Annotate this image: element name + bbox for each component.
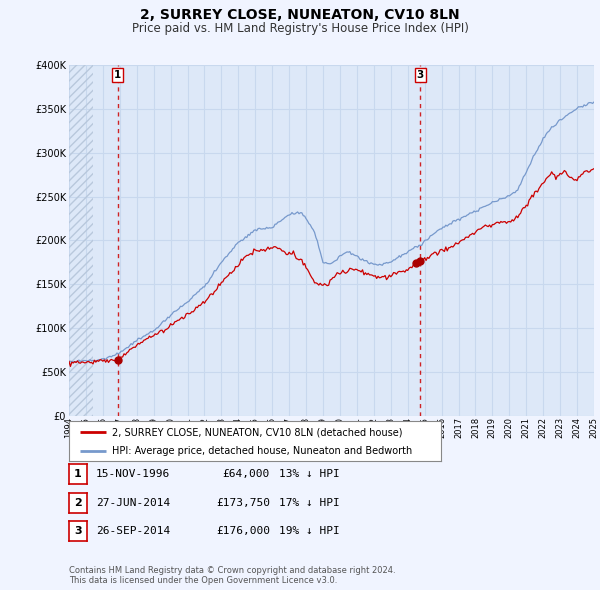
Text: 2, SURREY CLOSE, NUNEATON, CV10 8LN (detached house): 2, SURREY CLOSE, NUNEATON, CV10 8LN (det…	[112, 428, 402, 438]
Text: 2, SURREY CLOSE, NUNEATON, CV10 8LN: 2, SURREY CLOSE, NUNEATON, CV10 8LN	[140, 8, 460, 22]
Text: 19% ↓ HPI: 19% ↓ HPI	[279, 526, 340, 536]
Text: 3: 3	[74, 526, 82, 536]
Text: 2: 2	[74, 498, 82, 507]
Text: Contains HM Land Registry data © Crown copyright and database right 2024.
This d: Contains HM Land Registry data © Crown c…	[69, 566, 395, 585]
Text: 15-NOV-1996: 15-NOV-1996	[96, 470, 170, 479]
Text: 1: 1	[114, 70, 121, 80]
Text: HPI: Average price, detached house, Nuneaton and Bedworth: HPI: Average price, detached house, Nune…	[112, 446, 412, 456]
Text: 27-JUN-2014: 27-JUN-2014	[96, 498, 170, 507]
Text: £173,750: £173,750	[216, 498, 270, 507]
Text: 3: 3	[416, 70, 424, 80]
Text: 1: 1	[74, 470, 82, 479]
Text: £176,000: £176,000	[216, 526, 270, 536]
Text: 13% ↓ HPI: 13% ↓ HPI	[279, 470, 340, 479]
Text: 26-SEP-2014: 26-SEP-2014	[96, 526, 170, 536]
Text: £64,000: £64,000	[223, 470, 270, 479]
Text: 17% ↓ HPI: 17% ↓ HPI	[279, 498, 340, 507]
Text: Price paid vs. HM Land Registry's House Price Index (HPI): Price paid vs. HM Land Registry's House …	[131, 22, 469, 35]
